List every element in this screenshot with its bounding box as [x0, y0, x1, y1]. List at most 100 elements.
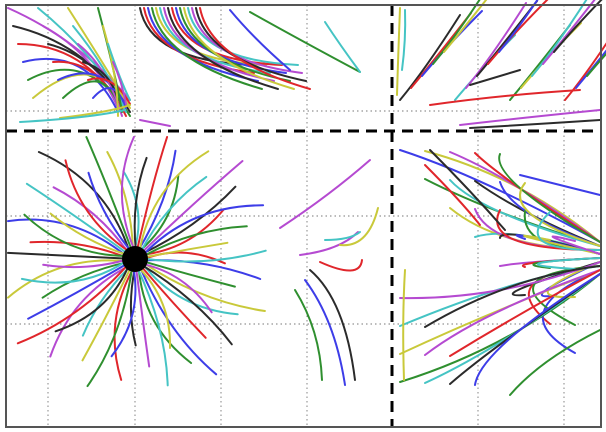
trajectory-curve: [183, 7, 295, 90]
trajectory-curve: [304, 279, 346, 386]
trajectory-curve: [141, 204, 265, 257]
trajectory-curve: [92, 87, 127, 109]
trajectory-curve: [141, 261, 239, 316]
trajectory-curve: [139, 160, 244, 255]
trajectory-curve: [449, 273, 601, 385]
trajectory-curve: [135, 265, 169, 387]
trajectory-curve: [54, 263, 131, 333]
trajectory-curve: [110, 265, 137, 358]
trajectory-curve: [424, 269, 601, 356]
trajectory-curve: [19, 109, 126, 123]
separatrix-layer: [6, 5, 601, 427]
trajectory-curve: [487, 0, 549, 65]
trajectory-curve: [536, 211, 601, 252]
trajectory-curve: [424, 164, 481, 226]
trajectory-curve: [401, 9, 407, 71]
trajectory-curve: [85, 136, 134, 253]
trajectory-curve: [7, 218, 129, 258]
trajectory-curve: [151, 7, 263, 90]
trajectory-curve: [140, 185, 237, 256]
trajectory-curve: [396, 7, 401, 96]
trajectory-curve: [199, 7, 311, 90]
trajectory-curve: [140, 208, 225, 256]
trajectory-curve: [41, 261, 129, 299]
fixed-point-marker: [122, 246, 148, 272]
trajectory-curve: [59, 104, 131, 119]
trajectory-curve: [399, 149, 601, 243]
trajectory-curve: [542, 0, 596, 65]
trajectory-curve: [87, 77, 131, 105]
trajectory-curve: [519, 174, 601, 196]
trajectory-curve: [324, 21, 361, 73]
trajectory-curve: [141, 261, 266, 312]
trajectory-curve: [106, 151, 135, 253]
trajectory-curve: [519, 182, 601, 247]
trajectory-curve: [531, 0, 588, 77]
trajectory-curve: [87, 171, 133, 253]
trajectory-curve: [133, 156, 148, 252]
trajectory-curve: [339, 207, 379, 247]
trajectory-curve: [432, 0, 481, 65]
trajectory-curve: [72, 25, 127, 113]
trajectory-curve: [141, 225, 248, 258]
trajectory-curve: [537, 257, 601, 270]
trajectory-curve: [553, 0, 603, 53]
trajectory-curve: [142, 249, 267, 263]
trajectory-curve: [465, 2, 527, 89]
trajectory-curve: [279, 159, 371, 229]
trajectory-curve: [449, 269, 601, 357]
plot-frame-border: [5, 4, 602, 428]
trajectory-curve: [25, 182, 130, 256]
trajectory-curve: [64, 159, 132, 254]
trajectory-curve: [319, 259, 363, 272]
trajectory-curve: [139, 263, 233, 346]
trajectory-curve: [299, 231, 359, 256]
trajectory-curve: [23, 213, 129, 257]
trajectory-curve: [29, 240, 129, 259]
trajectory-curve: [139, 264, 207, 339]
trajectory-curve: [81, 264, 132, 337]
trajectory-layer: [7, 0, 606, 396]
trajectory-curve: [140, 262, 213, 314]
trajectory-curve: [122, 170, 140, 253]
trajectory-curve: [138, 150, 210, 254]
trajectory-curve: [139, 175, 208, 254]
trajectory-curve: [429, 149, 506, 231]
trajectory-curve: [135, 265, 151, 368]
trajectory-curve: [424, 265, 601, 328]
trajectory-curve: [575, 49, 606, 89]
trajectory-curve: [139, 119, 171, 127]
trajectory-curve: [135, 136, 169, 253]
trajectory-curve: [402, 269, 406, 381]
trajectory-curve: [429, 89, 581, 106]
trajectory-curve: [498, 0, 539, 53]
trajectory-curve: [22, 57, 119, 113]
trajectory-curve: [498, 153, 601, 243]
trajectory-curve: [564, 42, 606, 101]
trajectory-curve: [509, 329, 601, 396]
trajectory-curve: [112, 61, 127, 105]
trajectory-curve: [309, 269, 356, 381]
trajectory-curve: [16, 262, 130, 345]
trajectory-curve: [551, 235, 601, 255]
trajectory-curve: [49, 212, 129, 257]
trajectory-curve: [7, 251, 128, 260]
trajectory-curve: [443, 0, 488, 53]
trajectory-curve: [229, 9, 291, 71]
trajectory-curve: [459, 109, 601, 126]
trajectory-curve: [136, 149, 177, 253]
trajectory-curve: [474, 273, 601, 386]
trajectory-curve: [138, 264, 218, 376]
trajectory-curve: [52, 186, 131, 255]
trajectory-curve: [86, 265, 134, 388]
trajectory-curve: [49, 264, 131, 358]
fixed-point-layer: [122, 246, 148, 272]
trajectory-curve: [81, 265, 133, 362]
trajectory-curve: [113, 266, 136, 381]
trajectory-curve: [137, 265, 193, 364]
trajectory-curve: [294, 289, 323, 381]
trajectory-curve: [136, 265, 172, 349]
trajectory-curve: [399, 14, 461, 101]
